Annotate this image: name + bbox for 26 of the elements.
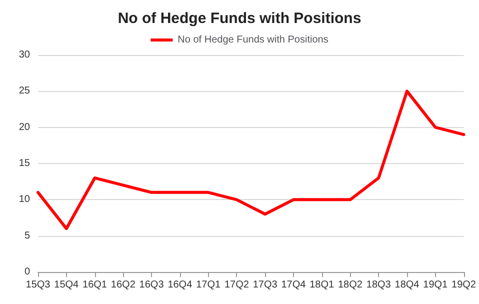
y-tick-label: 5 xyxy=(24,230,30,242)
x-tick-label: 18Q2 xyxy=(338,280,363,290)
y-tick-label: 25 xyxy=(18,86,30,97)
x-tick-label: 18Q4 xyxy=(394,280,420,290)
x-tick-label: 17Q4 xyxy=(281,280,306,290)
line-series xyxy=(36,90,466,230)
x-tick-label: 17Q1 xyxy=(196,280,221,290)
y-tick-label: 0 xyxy=(24,266,30,278)
x-tick-label: 15Q4 xyxy=(54,280,80,290)
x-tick-label: 18Q3 xyxy=(366,280,392,290)
x-tick-label: 19Q2 xyxy=(452,280,476,290)
x-tick-label: 16Q2 xyxy=(110,280,136,290)
y-tick-label: 15 xyxy=(18,158,30,169)
x-tick-label: 15Q3 xyxy=(26,280,51,290)
y-tick-label: 10 xyxy=(18,194,30,206)
x-tick-label: 16Q1 xyxy=(82,280,108,290)
x-tick-label: 17Q2 xyxy=(224,280,250,290)
x-tick-label: 17Q3 xyxy=(252,280,278,290)
x-tick-label: 18Q1 xyxy=(310,280,335,290)
x-tick-label: 19Q1 xyxy=(423,280,448,290)
x-tick-label: 16Q4 xyxy=(168,280,193,290)
y-tick-label: 20 xyxy=(18,122,30,133)
chart-title: No of Hedge Funds with Positions xyxy=(118,10,362,27)
x-tick-label: 16Q3 xyxy=(139,280,164,290)
legend-label: No of Hedge Funds with Positions xyxy=(178,34,328,46)
y-tick-label: 30 xyxy=(18,50,30,60)
